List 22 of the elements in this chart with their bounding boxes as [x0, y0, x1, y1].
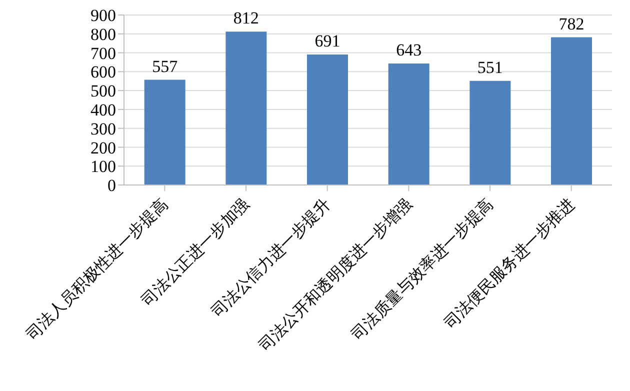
- y-tick-label: 500: [90, 82, 116, 101]
- bar: [470, 80, 511, 185]
- data-label: 782: [558, 14, 584, 34]
- data-label: 812: [233, 8, 259, 28]
- bar: [307, 54, 348, 185]
- data-label: 551: [477, 58, 503, 77]
- y-tick-label: 0: [108, 176, 116, 196]
- y-tick-label: 600: [90, 62, 116, 82]
- y-tick-label: 300: [90, 119, 116, 138]
- bar: [226, 32, 267, 185]
- y-tick-label: 900: [90, 6, 116, 26]
- bar: [144, 80, 186, 185]
- data-label: 557: [152, 56, 178, 76]
- data-label: 643: [396, 40, 422, 60]
- bar: [388, 64, 430, 185]
- y-tick-label: 100: [90, 157, 116, 176]
- data-label: 691: [314, 31, 340, 50]
- y-tick-label: 700: [90, 44, 116, 63]
- y-tick-label: 800: [90, 24, 116, 44]
- y-tick-label: 200: [90, 138, 116, 158]
- y-tick-label: 400: [90, 100, 116, 120]
- bar: [551, 37, 592, 185]
